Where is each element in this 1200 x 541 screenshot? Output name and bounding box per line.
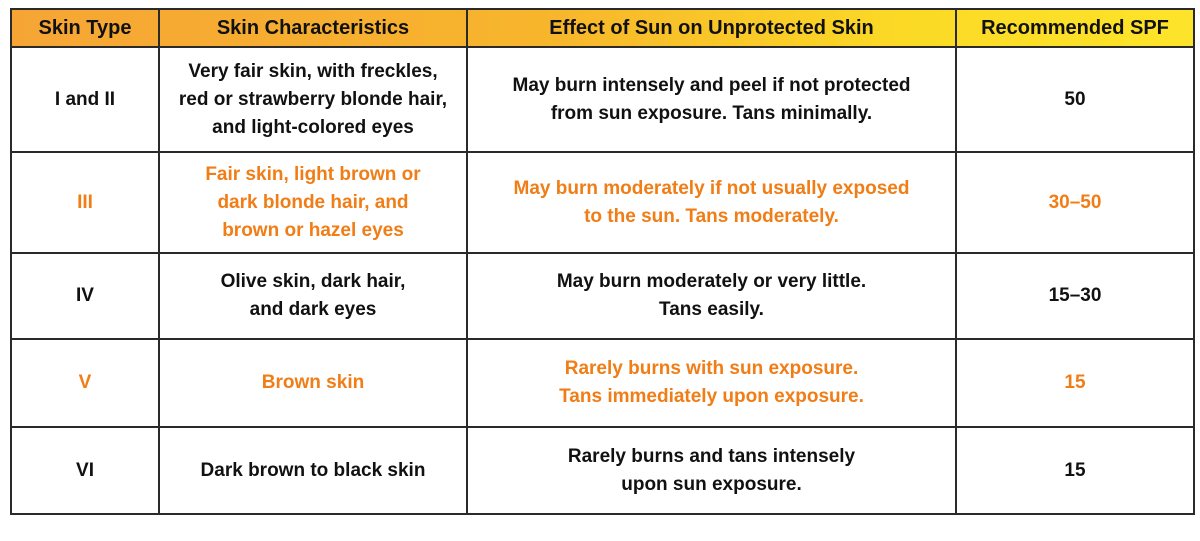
- table-body: I and II Very fair skin, with freckles, re…: [10, 46, 1195, 515]
- table-cell: VI: [10, 426, 160, 515]
- cell-line: Brown skin: [261, 372, 365, 393]
- table-cell: 50: [955, 46, 1195, 153]
- cell-line: 15: [1064, 372, 1086, 393]
- cell-line: I and II: [54, 88, 116, 110]
- cell-line: May burn moderately if not usually expos…: [513, 177, 910, 199]
- table-cell: 15: [955, 426, 1195, 515]
- cell-line: and dark eyes: [249, 299, 377, 320]
- cell-line: Rarely burns and tans intensely: [567, 445, 856, 467]
- cell-line: IV: [76, 285, 94, 306]
- cell-line: Tans easily.: [659, 299, 764, 320]
- cell-line: brown or hazel eyes: [222, 219, 404, 241]
- cell-line: VI: [76, 459, 94, 481]
- table-row: IV Olive skin, dark hair, and dark eyes May…: [10, 252, 1195, 340]
- table-cell: I and II: [10, 46, 160, 153]
- cell-line: Dark brown to black skin: [200, 459, 426, 481]
- table-cell: Brown skin: [158, 338, 468, 428]
- cell-line: Fair skin, light brown or: [205, 163, 421, 185]
- table-cell: IV: [10, 252, 160, 340]
- cell-line: May burn moderately or very little.: [556, 271, 867, 292]
- cell-line: 15: [1064, 459, 1086, 481]
- cell-line: Rarely burns with sun exposure.: [564, 358, 859, 379]
- table-cell: Rarely burns and tans intensely upon sun …: [466, 426, 957, 515]
- table-cell: May burn moderately or very little. Tans …: [466, 252, 957, 340]
- cell-line: red or strawberry blonde hair,: [178, 88, 448, 110]
- table-cell: Rarely burns with sun exposure. Tans imme…: [466, 338, 957, 428]
- table-row: I and II Very fair skin, with freckles, re…: [10, 46, 1195, 153]
- cell-line: upon sun exposure.: [621, 473, 802, 495]
- table-cell: May burn moderately if not usually expos…: [466, 151, 957, 254]
- header-cell: Effect of Sun on Unprotected Skin: [466, 8, 957, 48]
- cell-line: Tans immediately upon exposure.: [559, 386, 864, 407]
- table-cell: Fair skin, light brown or dark blonde hai…: [158, 151, 468, 254]
- table-cell: May burn intensely and peel if not prote…: [466, 46, 957, 153]
- table-cell: 30–50: [955, 151, 1195, 254]
- table-row: V Brown skin Rarely burns with sun exposur…: [10, 338, 1195, 428]
- cell-line: dark blonde hair, and: [217, 191, 409, 213]
- table-row: VI Dark brown to black skin Rarely burns a…: [10, 426, 1195, 515]
- cell-line: V: [78, 372, 92, 393]
- table-row: III Fair skin, light brown or dark blonde …: [10, 151, 1195, 254]
- table-cell: V: [10, 338, 160, 428]
- table-cell: 15: [955, 338, 1195, 428]
- cell-line: from sun exposure. Tans minimally.: [550, 102, 873, 124]
- header-cell: Skin Characteristics: [158, 8, 468, 48]
- cell-line: 30–50: [1048, 191, 1102, 213]
- table-cell: Olive skin, dark hair, and dark eyes: [158, 252, 468, 340]
- cell-line: III: [77, 191, 93, 213]
- header-row: Skin Type Skin Characteristics Effect of S…: [10, 8, 1195, 48]
- cell-line: Very fair skin, with freckles,: [188, 60, 438, 82]
- table-cell: Very fair skin, with freckles, red or str…: [158, 46, 468, 153]
- header-cell: Recommended SPF: [955, 8, 1195, 48]
- cell-line: May burn intensely and peel if not prote…: [512, 74, 911, 96]
- table-cell: Dark brown to black skin: [158, 426, 468, 515]
- cell-line: Olive skin, dark hair,: [220, 271, 406, 292]
- cell-line: 50: [1064, 88, 1086, 110]
- table-header: Skin Type Skin Characteristics Effect of S…: [10, 8, 1195, 48]
- table-cell: III: [10, 151, 160, 254]
- cell-line: to the sun. Tans moderately.: [584, 205, 839, 227]
- skin-type-table: Skin Type Skin Characteristics Effect of S…: [10, 8, 1195, 515]
- table-cell: 15–30: [955, 252, 1195, 340]
- cell-line: 15–30: [1048, 285, 1102, 306]
- header-cell: Skin Type: [10, 8, 160, 48]
- cell-line: and light-colored eyes: [212, 116, 414, 138]
